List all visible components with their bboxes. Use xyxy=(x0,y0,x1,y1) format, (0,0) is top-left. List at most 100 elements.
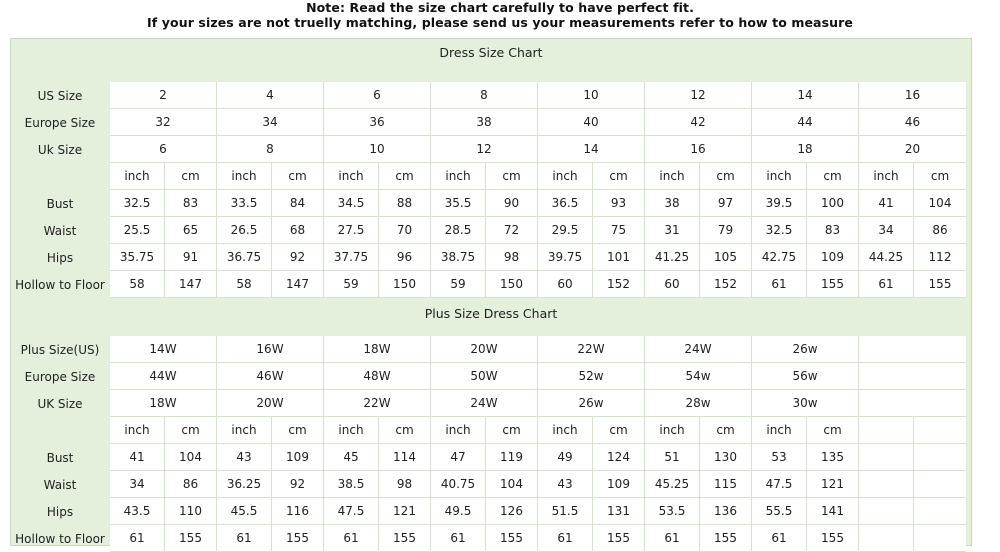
table-cell: 119 xyxy=(486,444,538,471)
table-cell: 135 xyxy=(807,444,859,471)
row-label-waist: Waist xyxy=(43,223,77,238)
table-cell: 53.5 xyxy=(645,498,700,525)
table-row: inch cm inch cm inch cm inch cm inch cm inch cm inch… xyxy=(10,417,966,444)
table-cell: inch xyxy=(645,417,700,444)
table-cell: 28w xyxy=(645,390,752,417)
table-row: Uk Size 6 8 10 12 14 16 18 20 xyxy=(10,136,966,163)
table-cell: 70 xyxy=(379,217,431,244)
table-cell: 2 xyxy=(110,82,217,109)
table-cell: cm xyxy=(593,163,645,190)
table-cell: 88 xyxy=(379,190,431,217)
table-cell: 41 xyxy=(110,444,165,471)
table-cell: 27.5 xyxy=(324,217,379,244)
table-row: Hips 43.5 110 45.5 116 47.5 121 49.5 126 51.5 131 5… xyxy=(10,498,966,525)
row-label-uk-size: Uk Size xyxy=(37,142,83,157)
table-cell: inch xyxy=(538,417,593,444)
table-cell: 29.5 xyxy=(538,217,593,244)
table-cell: 47 xyxy=(431,444,486,471)
table-cell: inch xyxy=(752,163,807,190)
table-cell: cm xyxy=(700,417,752,444)
table-cell: 90 xyxy=(486,190,538,217)
table-cell xyxy=(859,363,966,390)
table-cell: 112 xyxy=(914,244,966,271)
table-cell: 42 xyxy=(645,109,752,136)
table-cell: 39.75 xyxy=(538,244,593,271)
table-cell: 30w xyxy=(752,390,859,417)
table-cell: inch xyxy=(859,163,914,190)
table-cell: 10 xyxy=(324,136,431,163)
table-cell: 24W xyxy=(645,336,752,363)
table-cell: 31 xyxy=(645,217,700,244)
table-cell: 34.5 xyxy=(324,190,379,217)
table-cell: 4 xyxy=(217,82,324,109)
table-cell: 26w xyxy=(538,390,645,417)
dress-chart-title: Dress Size Chart xyxy=(439,45,543,60)
table-cell: inch xyxy=(324,163,379,190)
table-cell: 116 xyxy=(272,498,324,525)
table-cell: 131 xyxy=(593,498,645,525)
row-label-us-size: US Size xyxy=(37,88,83,103)
table-cell: 43 xyxy=(217,444,272,471)
table-cell: cm xyxy=(165,163,217,190)
table-cell: 86 xyxy=(914,217,966,244)
table-cell: 68 xyxy=(272,217,324,244)
table-cell: 51 xyxy=(645,444,700,471)
table-cell: 98 xyxy=(379,471,431,498)
table-cell: 38.5 xyxy=(324,471,379,498)
table-cell: 18W xyxy=(324,336,431,363)
table-cell: 93 xyxy=(593,190,645,217)
row-label-hips: Hips xyxy=(46,504,74,519)
table-cell: 34 xyxy=(110,471,165,498)
table-cell: 26w xyxy=(752,336,859,363)
table-cell: 51.5 xyxy=(538,498,593,525)
table-row: Bust 41 104 43 109 45 114 47 119 49 124 51 130 53 135 xyxy=(10,444,966,471)
table-cell: 37.75 xyxy=(324,244,379,271)
row-label-europe-size: Europe Size xyxy=(24,115,96,130)
table-cell: inch xyxy=(752,417,807,444)
table-row: Plus Size(US) 14W 16W 18W 20W 22W 24W 26w xyxy=(10,336,966,363)
table-cell: 126 xyxy=(486,498,538,525)
table-cell: 141 xyxy=(807,498,859,525)
table-cell: inch xyxy=(645,163,700,190)
table-cell: 109 xyxy=(272,444,324,471)
row-label-bust: Bust xyxy=(46,450,74,465)
table-cell: 22W xyxy=(538,336,645,363)
table-cell: cm xyxy=(700,163,752,190)
table-cell: cm xyxy=(486,163,538,190)
table-cell: 32.5 xyxy=(110,190,165,217)
table-cell: 58 xyxy=(217,271,272,298)
table-cell: 92 xyxy=(272,244,324,271)
row-label-hips: Hips xyxy=(46,250,74,265)
table-cell: 115 xyxy=(700,471,752,498)
table-cell: 40.75 xyxy=(431,471,486,498)
table-cell: 46 xyxy=(859,109,966,136)
table-cell: 42.75 xyxy=(752,244,807,271)
table-cell: 8 xyxy=(217,136,324,163)
table-row: inch cm inch cm inch cm inch cm inch cm inch cm inch… xyxy=(10,163,966,190)
table-cell: 16 xyxy=(859,82,966,109)
table-cell: 28.5 xyxy=(431,217,486,244)
table-cell: 45.25 xyxy=(645,471,700,498)
table-cell: 147 xyxy=(165,271,217,298)
table-cell: 36.5 xyxy=(538,190,593,217)
table-row: Waist 34 86 36.25 92 38.5 98 40.75 104 43 109 45.25… xyxy=(10,471,966,498)
table-cell: 18 xyxy=(752,136,859,163)
table-row: Europe Size 44W 46W 48W 50W 52w 54w 56w xyxy=(10,363,966,390)
table-cell: 39.5 xyxy=(752,190,807,217)
table-cell: 97 xyxy=(700,190,752,217)
table-cell: 150 xyxy=(379,271,431,298)
table-cell: 109 xyxy=(593,471,645,498)
table-cell xyxy=(859,390,966,417)
table-cell: 150 xyxy=(486,271,538,298)
table-cell: 61 xyxy=(859,271,914,298)
table-cell: 14 xyxy=(752,82,859,109)
dress-size-table: US Size 2 4 6 8 10 12 14 16 Europe Size 32 34 36 38 40… xyxy=(10,82,966,298)
table-cell: 12 xyxy=(645,82,752,109)
table-row: Waist 25.5 65 26.5 68 27.5 70 28.5 72 29.5 75 31 79 3… xyxy=(10,217,966,244)
table-cell: 24W xyxy=(431,390,538,417)
table-cell: 83 xyxy=(807,217,859,244)
table-cell: 45 xyxy=(324,444,379,471)
table-cell: 44 xyxy=(752,109,859,136)
table-cell: 43 xyxy=(538,471,593,498)
table-cell: 152 xyxy=(593,271,645,298)
